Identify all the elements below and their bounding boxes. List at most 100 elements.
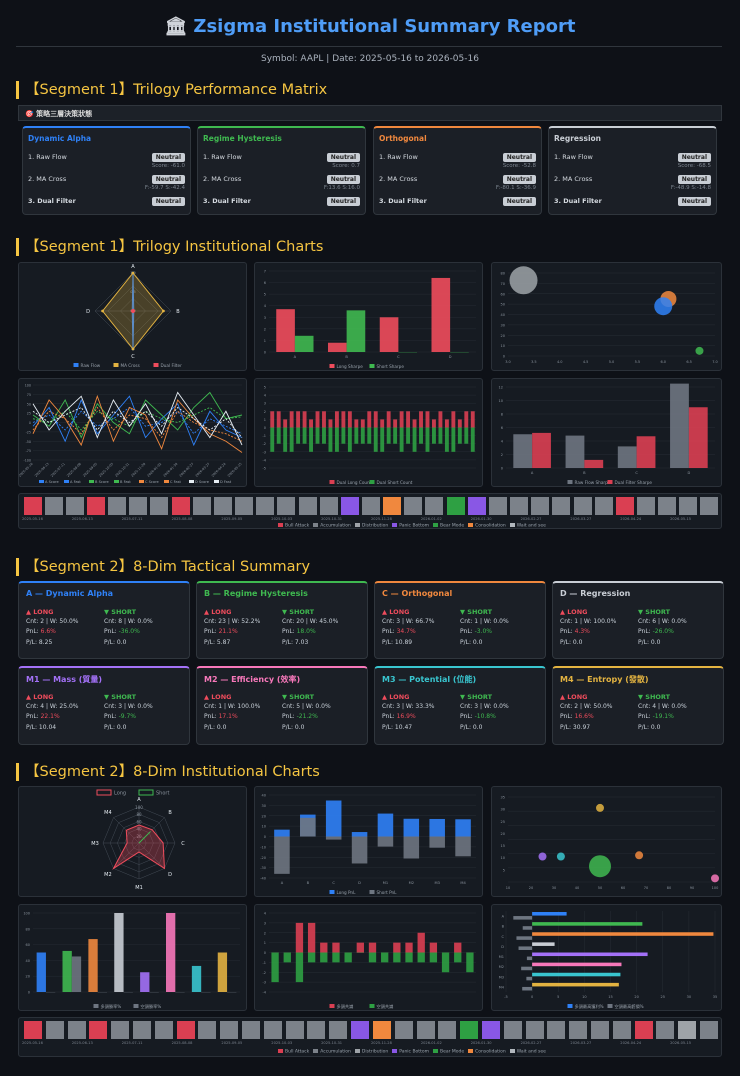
tactical-card-title: D — Regression: [560, 589, 631, 598]
long-profit-factor: P/L: 10.04: [26, 723, 57, 731]
y-tick: -100: [24, 459, 31, 463]
radar-point: [131, 347, 135, 351]
short-pnl-label: PnL:: [104, 628, 119, 636]
x-tick: 10: [582, 995, 586, 999]
segment2-charts-heading: 【Segment 2】8-Dim Institutional Charts: [16, 763, 320, 781]
legend-label: 多頭最高獲利%: [575, 1003, 604, 1010]
heatmap-cell: [700, 1021, 719, 1039]
report-title-text: Zsigma Institutional Summary Report: [193, 16, 576, 37]
heatmap-cell: [108, 497, 127, 515]
legend-label: Wait and see: [516, 523, 546, 529]
bar: [451, 411, 456, 428]
heatmap-date: 2026-04-24: [620, 1041, 642, 1045]
short-profit-factor: P/L: 7.03: [282, 638, 309, 646]
bar: [191, 965, 202, 992]
short-count: Cnt: 1 | W: 0.0%: [460, 618, 509, 626]
y-tick: -4: [263, 458, 267, 462]
bank-icon: 🏛: [164, 16, 188, 37]
short-count: Cnt: 4 | W: 0.0%: [638, 703, 687, 711]
x-tick: 60: [621, 886, 625, 890]
legend-label: A Score: [45, 480, 59, 484]
long-column: ▲ LONG Cnt: 2 | W: 50.0% PnL: 6.6% P/L: 8.2…: [26, 607, 104, 648]
short-column: ▼ SHORT Cnt: 8 | W: 0.0% PnL: -36.0% P/L: 0…: [104, 607, 182, 648]
bar: [328, 419, 333, 428]
y-tick: -2: [263, 971, 267, 975]
long-pnl-label: PnL:: [204, 628, 219, 636]
y-tick: 50: [27, 402, 31, 406]
long-pnl-value: 22.1%: [40, 713, 60, 721]
bar: [368, 942, 377, 953]
matrix-row: 3. Dual Filter Neutral: [379, 196, 536, 206]
legend-label: Long PnL: [337, 890, 357, 895]
y-tick: M2: [499, 965, 504, 969]
matrix-row: 2. MA Cross Neutral: [554, 174, 711, 184]
y-tick: 70: [501, 282, 505, 286]
legend-swatch: [133, 1004, 139, 1008]
segment1-charts-heading: 【Segment 1】Trilogy Institutional Charts: [16, 238, 323, 256]
long-count: Cnt: 3 | W: 66.7%: [382, 618, 435, 626]
x-tick: M2: [409, 881, 414, 885]
legend-label: Accumulation: [320, 523, 351, 529]
tactical-card-title: A — Dynamic Alpha: [26, 589, 114, 598]
heatmap-cell: [89, 1021, 108, 1039]
short-header: ▼ SHORT: [638, 693, 671, 701]
y-tick: 60: [26, 943, 30, 947]
y-tick: 3: [264, 921, 266, 925]
y-tick: 3: [264, 402, 266, 406]
matrix-card: Regression 1. Raw Flow Neutral Score: -68.5…: [548, 126, 717, 215]
bar: [532, 922, 643, 926]
report-title: 🏛 Zsigma Institutional Summary Report: [0, 16, 740, 37]
y-tick: 7: [264, 270, 266, 274]
bar: [309, 427, 313, 452]
short-count: Cnt: 20 | W: 45.0%: [282, 618, 339, 626]
heatmap-date: 2026-01-02: [420, 1041, 442, 1045]
status-badge: Neutral: [502, 152, 536, 162]
bar: [347, 427, 352, 452]
y-tick: 2: [264, 410, 266, 414]
heatmap-date: 2026-01-30: [470, 517, 492, 521]
long-pnl-value: 16.9%: [396, 713, 416, 721]
legend-swatch: [509, 523, 515, 527]
short-column: ▼ SHORT Cnt: 6 | W: 0.0% PnL: -26.0% P/L: 0…: [638, 607, 716, 648]
heatmap-date: 2025-11-28: [371, 517, 392, 521]
x-tick: 20: [529, 886, 533, 890]
long-pnl-value: 6.6%: [40, 628, 56, 636]
bar: [373, 411, 378, 428]
legend-label: D Score: [195, 480, 210, 484]
heatmap-cell: [394, 1021, 413, 1039]
bar: [294, 335, 314, 352]
y-tick: 2: [264, 931, 266, 935]
legend-label: MA Cross: [121, 363, 140, 368]
bar: [457, 419, 462, 428]
x-tick: 5.5: [635, 360, 641, 364]
heatmap-cell: [154, 1021, 173, 1039]
short-pnl-value: -21.2%: [296, 713, 318, 721]
legend-label: Raw Flow: [81, 363, 101, 368]
legend-label: B Fast: [120, 480, 131, 484]
bar: [526, 976, 533, 981]
s1-loop-panel: 5 4 3 2 1 0 -1 -2 -3 -4 -5 Dual Long Count Dual Shor…: [254, 378, 483, 487]
short-pnl-label: PnL:: [638, 713, 653, 721]
heatmap-cell: [467, 497, 486, 515]
bar: [431, 277, 451, 352]
bar: [432, 427, 436, 444]
s1-scores-panel: 100 75 50 25 0 -25 -50 -75 -100 2025-05-16 2025-06…: [18, 378, 247, 487]
y-tick: 2: [264, 327, 266, 331]
x-tick: D: [358, 881, 361, 885]
heatmap-date: 2025-10-03: [271, 517, 293, 521]
status-badge: Neutral: [326, 174, 360, 184]
matrix-row-note: Score: -68.5: [677, 163, 711, 169]
long-column: ▲ LONG Cnt: 4 | W: 25.0% PnL: 22.1% P/L: 10…: [26, 692, 104, 733]
bar: [344, 952, 352, 963]
x-tick: 2025-10-03: [98, 462, 114, 478]
x-tick: 5.0: [609, 360, 615, 364]
line-series: [32, 391, 243, 446]
y-tick: 20: [501, 832, 505, 836]
heatmap-date: 2025-05-16: [22, 1041, 43, 1045]
legend-label: Short: [156, 791, 169, 797]
bar: [217, 952, 228, 992]
heatmap-date: 2025-10-31: [321, 1041, 343, 1045]
bar: [464, 427, 469, 444]
bar: [455, 836, 471, 857]
legend-label: 多頭共識: [337, 1003, 354, 1010]
